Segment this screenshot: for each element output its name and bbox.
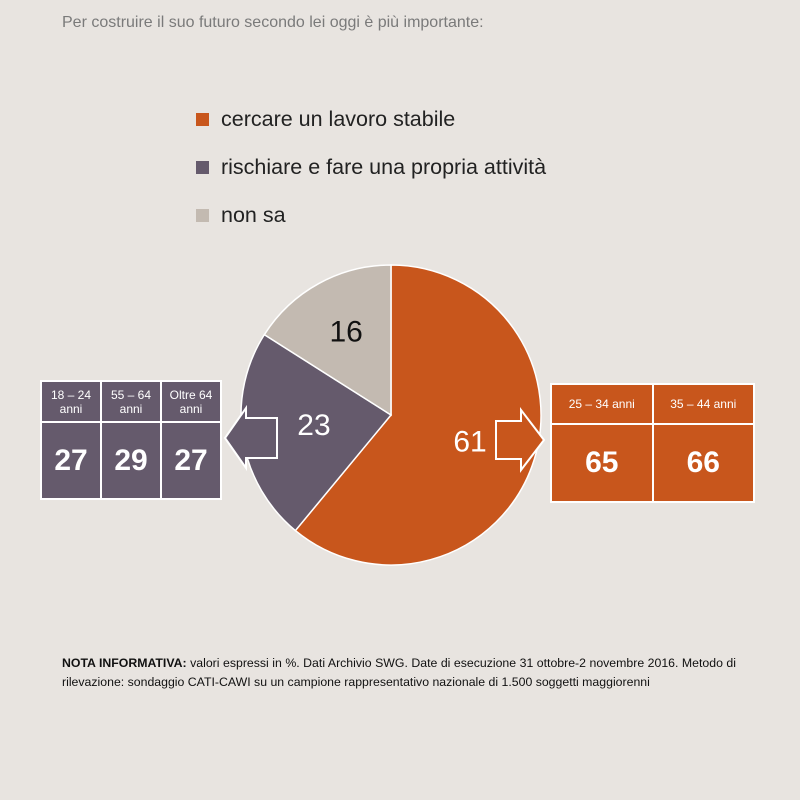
pie-slice-label: 61: [453, 425, 486, 458]
pie-slice-non-sa: [263, 264, 392, 417]
legend-label-stabile: cercare un lavoro stabile: [221, 106, 456, 131]
legend-swatch-non-sa: [196, 208, 209, 222]
pie-slice-label: 16: [330, 315, 363, 348]
pie-slice-stabile: [294, 264, 542, 566]
age-value: 29: [101, 422, 161, 499]
age-table-stabile: 25 – 34 anni 35 – 44 anni 65 66: [550, 383, 755, 503]
arrow-right-icon: [495, 407, 546, 473]
age-header: Oltre 64 anni: [161, 381, 221, 422]
chart-title: Per costruire il suo futuro secondo lei …: [62, 14, 484, 31]
footnote-bold: NOTA INFORMATIVA:: [62, 656, 187, 670]
legend-item-stabile: cercare un lavoro stabile: [196, 95, 546, 143]
age-value: 27: [41, 422, 101, 499]
age-value: 65: [551, 424, 653, 502]
legend: cercare un lavoro stabile rischiare e fa…: [196, 95, 546, 239]
footnote: NOTA INFORMATIVA: valori espressi in %. …: [62, 654, 736, 692]
footnote-text: valori espressi in %. Dati Archivio SWG.…: [62, 656, 736, 689]
arrow-left-icon: [223, 404, 278, 472]
age-header: 35 – 44 anni: [652, 384, 754, 424]
pie-slice-labels: 61 23 16: [297, 315, 486, 458]
age-value: 27: [161, 422, 221, 499]
pie-slices: [240, 264, 542, 566]
legend-item-rischiare: rischiare e fare una propria attività: [196, 143, 546, 191]
legend-swatch-rischiare: [196, 160, 209, 174]
age-value: 66: [652, 424, 754, 502]
legend-swatch-stabile: [196, 112, 209, 126]
legend-label-non-sa: non sa: [221, 202, 286, 227]
legend-item-non-sa: non sa: [196, 191, 546, 239]
age-header: 55 – 64 anni: [101, 381, 161, 422]
age-header: 25 – 34 anni: [551, 384, 653, 424]
age-table-rischiare: 18 – 24 anni 55 – 64 anni Oltre 64 anni …: [40, 380, 222, 500]
legend-label-rischiare: rischiare e fare una propria attività: [221, 154, 547, 179]
age-header: 18 – 24 anni: [41, 381, 101, 422]
pie-slice-label: 23: [297, 409, 330, 442]
